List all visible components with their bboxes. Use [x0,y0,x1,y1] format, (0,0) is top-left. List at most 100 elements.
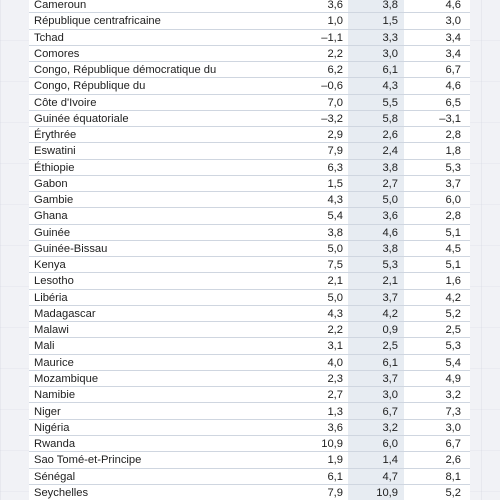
country-name: Kenya [34,259,66,272]
value-cell: 3,6 [327,421,343,434]
value-cell: 4,6 [382,226,398,239]
value-cell: 7,9 [327,145,343,158]
country-name: Sao Tomé-et-Principe [34,454,142,467]
value-cell: 1,5 [382,15,398,28]
value-cell: 4,6 [445,0,461,11]
value-cell: 3,0 [445,421,461,434]
table-row: Niger 1,3 6,7 7,3 [29,404,470,421]
value-cell: 6,0 [445,194,461,207]
table-row: Congo, République du –0,6 4,3 4,6 [29,78,470,95]
table-row: Namibie 2,7 3,0 3,2 [29,387,470,404]
value-cell: 6,5 [445,96,461,109]
value-cell: 3,3 [382,31,398,44]
country-name: Érythrée [34,129,77,142]
value-cell: 7,0 [327,96,343,109]
value-cell: 1,6 [445,275,461,288]
value-cell: 6,1 [382,64,398,77]
value-cell: 2,1 [382,275,398,288]
table-row: Mali 3,1 2,5 5,3 [29,338,470,355]
value-cell: 6,3 [327,161,343,174]
value-cell: 5,8 [382,112,398,125]
value-cell: 3,6 [382,210,398,223]
value-cell: 1,3 [327,405,343,418]
value-cell: 2,6 [382,129,398,142]
value-cell: 7,9 [327,486,343,499]
table-row: Gabon 1,5 2,7 3,7 [29,176,470,193]
value-cell: 5,1 [445,226,461,239]
country-name: Mozambique [34,372,99,385]
value-cell: 2,6 [445,454,461,467]
value-cell: 3,8 [382,242,398,255]
value-cell: 3,2 [445,389,461,402]
table-row: Malawi 2,2 0,9 2,5 [29,322,470,339]
value-cell: 6,1 [327,470,343,483]
table-row: Guinée équatoriale –3,2 5,8 –3,1 [29,111,470,128]
table-row: Comores 2,2 3,0 3,4 [29,46,470,63]
value-cell: –3,2 [321,112,343,125]
country-name: Eswatini [34,145,76,158]
value-cell: 4,2 [382,307,398,320]
table-row: République centrafricaine 1,0 1,5 3,0 [29,13,470,30]
value-cell: 2,8 [445,210,461,223]
country-name: Namibie [34,389,76,402]
country-name: Lesotho [34,275,74,288]
value-cell: 4,5 [445,242,461,255]
value-cell: 3,7 [382,291,398,304]
value-cell: 2,5 [445,324,461,337]
value-cell: 5,5 [382,96,398,109]
country-name: Madagascar [34,307,96,320]
country-name: Éthiopie [34,161,75,174]
country-name: Ghana [34,210,68,223]
table-row: Libéria 5,0 3,7 4,2 [29,290,470,307]
value-cell: 5,3 [382,259,398,272]
table-row: Sénégal 6,1 4,7 8,1 [29,469,470,486]
value-cell: 2,2 [327,47,343,60]
value-cell: 7,5 [327,259,343,272]
value-cell: 8,1 [445,470,461,483]
table-row: Guinée 3,8 4,6 5,1 [29,225,470,242]
value-cell: 5,3 [445,340,461,353]
value-cell: 10,9 [376,486,398,499]
table-row: Éthiopie 6,3 3,8 5,3 [29,160,470,177]
value-cell: 2,3 [327,372,343,385]
value-cell: 2,7 [327,389,343,402]
value-cell: 2,8 [445,129,461,142]
value-cell: 1,5 [327,177,343,190]
table-row: Lesotho 2,1 2,1 1,6 [29,273,470,290]
value-cell: 4,7 [382,470,398,483]
country-name: Mali [34,340,55,353]
table-row: Seychelles 7,9 10,9 5,2 [29,485,470,500]
value-cell: 2,1 [327,275,343,288]
value-cell: 6,7 [382,405,398,418]
country-name: Cameroun [34,0,87,11]
value-cell: 4,6 [445,80,461,93]
value-cell: 4,9 [445,372,461,385]
value-cell: 3,7 [445,177,461,190]
value-cell: 6,1 [382,356,398,369]
value-cell: 1,0 [327,15,343,28]
value-cell: 1,4 [382,454,398,467]
value-cell: 4,3 [382,80,398,93]
value-cell: 3,0 [382,389,398,402]
country-name: Gambie [34,194,74,207]
country-name: Congo, République démocratique du [34,64,217,77]
value-cell: 4,0 [327,356,343,369]
value-cell: 3,7 [382,372,398,385]
value-cell: 3,6 [327,0,343,11]
table-row: Côte d'Ivoire 7,0 5,5 6,5 [29,95,470,112]
value-cell: 5,0 [327,291,343,304]
value-cell: 3,0 [445,15,461,28]
value-cell: 6,2 [327,64,343,77]
value-cell: 5,2 [445,486,461,499]
value-cell: 5,0 [327,242,343,255]
country-name: Libéria [34,291,68,304]
value-cell: 4,3 [327,194,343,207]
country-name: Guinée [34,226,71,239]
value-cell: 0,9 [382,324,398,337]
value-cell: 5,4 [327,210,343,223]
country-name: République centrafricaine [34,15,161,28]
country-name: Niger [34,405,61,418]
table-row: Érythrée 2,9 2,6 2,8 [29,127,470,144]
table-row: Madagascar 4,3 4,2 5,2 [29,306,470,323]
value-cell: 5,1 [445,259,461,272]
